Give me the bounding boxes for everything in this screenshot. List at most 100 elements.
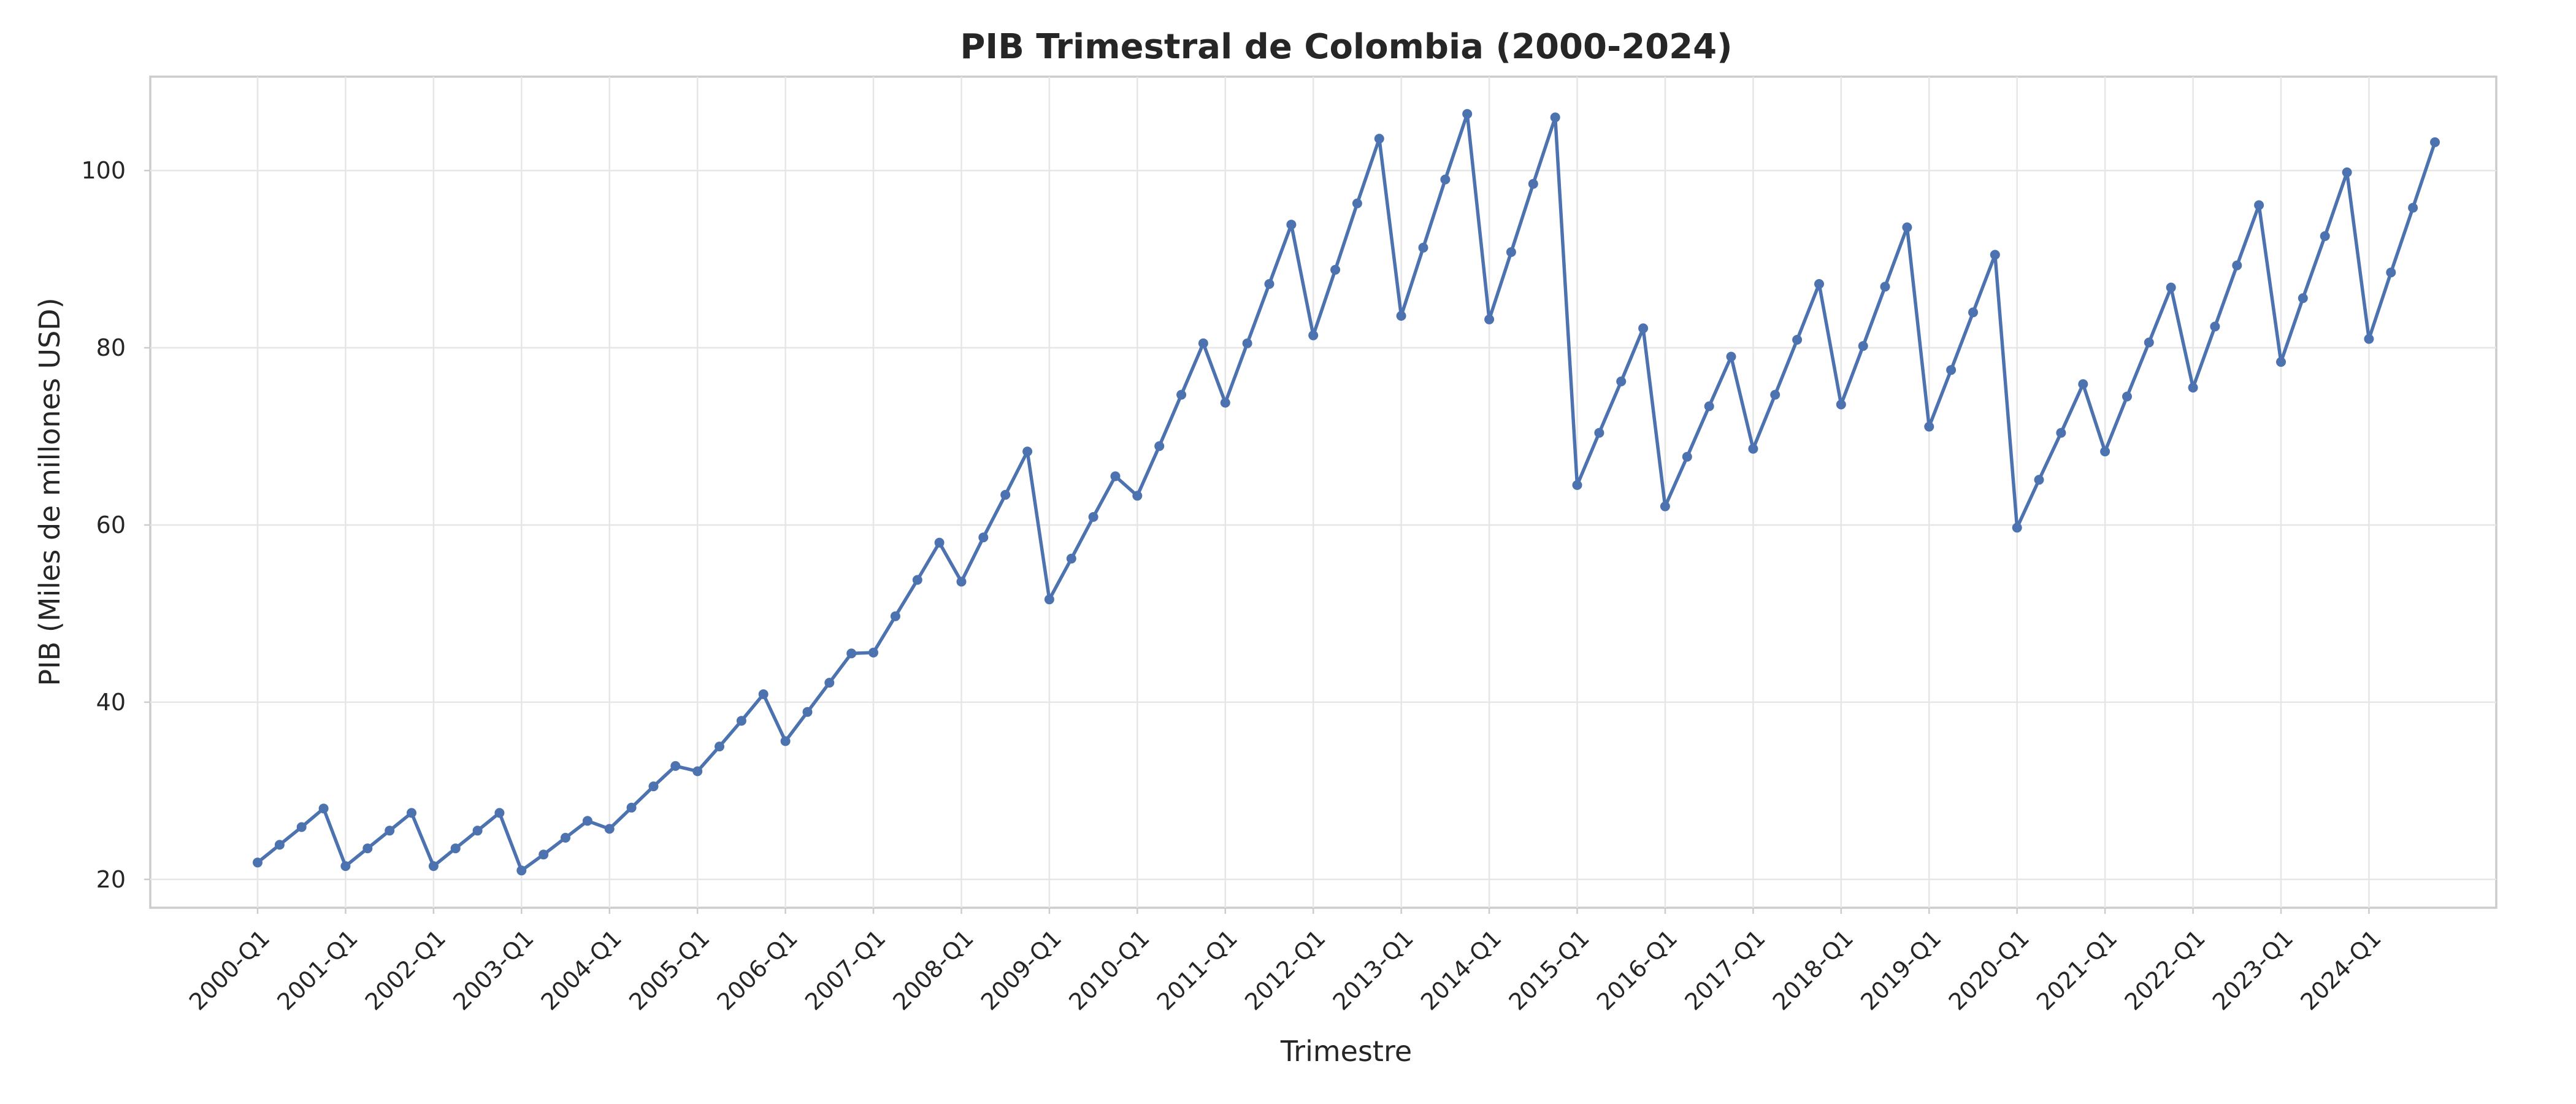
x-gridlines bbox=[256, 77, 2370, 908]
series-line bbox=[256, 112, 2437, 873]
data-point bbox=[1792, 335, 1803, 345]
x-tick-label: 2004-Q1 bbox=[536, 924, 627, 1015]
data-point bbox=[1110, 471, 1121, 481]
data-point bbox=[2408, 202, 2418, 213]
y-axis-label: PIB (Miles de millones USD) bbox=[33, 297, 66, 686]
data-point bbox=[978, 532, 989, 543]
data-point bbox=[2232, 260, 2242, 270]
data-point bbox=[1088, 512, 1098, 522]
x-tick-label: 2015-Q1 bbox=[1503, 924, 1594, 1015]
data-point bbox=[2188, 383, 2198, 393]
data-point bbox=[1946, 365, 1957, 375]
data-point bbox=[2320, 231, 2330, 241]
x-tick-label: 2022-Q1 bbox=[2119, 924, 2210, 1015]
data-point bbox=[296, 822, 307, 832]
data-point bbox=[2210, 321, 2220, 332]
data-point bbox=[2012, 523, 2022, 533]
data-point bbox=[1704, 401, 1714, 412]
data-point bbox=[604, 824, 615, 834]
x-tick-label: 2017-Q1 bbox=[1679, 924, 1770, 1015]
data-point bbox=[934, 537, 945, 548]
data-point bbox=[1440, 174, 1451, 185]
data-point bbox=[1902, 222, 1912, 232]
y-tick-label: 80 bbox=[96, 334, 126, 361]
data-point bbox=[2122, 391, 2132, 402]
data-point bbox=[1880, 282, 1890, 292]
series-layer bbox=[253, 109, 2440, 876]
data-point bbox=[1968, 307, 1978, 318]
data-point bbox=[582, 816, 592, 826]
data-point bbox=[1242, 338, 1252, 348]
data-point bbox=[1154, 441, 1165, 451]
data-point bbox=[2254, 200, 2264, 210]
data-point bbox=[1660, 501, 1670, 512]
data-point bbox=[407, 808, 416, 818]
x-tick-label: 2024-Q1 bbox=[2295, 924, 2386, 1015]
data-point bbox=[2078, 379, 2088, 389]
data-point bbox=[362, 843, 373, 854]
data-point bbox=[626, 802, 637, 813]
x-tick-label: 2014-Q1 bbox=[1416, 924, 1506, 1015]
x-tick-label: 2009-Q1 bbox=[976, 924, 1067, 1015]
data-point bbox=[340, 861, 351, 872]
data-point bbox=[1308, 330, 1319, 340]
x-tick-label: 2007-Q1 bbox=[800, 924, 891, 1015]
data-point bbox=[1814, 279, 1824, 289]
data-point bbox=[2034, 475, 2044, 485]
data-point bbox=[2298, 293, 2308, 304]
data-point bbox=[2386, 267, 2396, 278]
data-point bbox=[1044, 594, 1054, 605]
data-point bbox=[758, 689, 769, 699]
x-tick-label: 2023-Q1 bbox=[2207, 924, 2298, 1015]
data-point bbox=[1550, 112, 1560, 123]
data-point bbox=[385, 826, 395, 836]
data-point bbox=[1726, 351, 1736, 362]
data-point bbox=[648, 781, 659, 792]
data-point bbox=[1330, 264, 1341, 275]
x-tick-label: 2016-Q1 bbox=[1592, 924, 1682, 1015]
data-point bbox=[2166, 282, 2176, 293]
data-point bbox=[670, 761, 681, 771]
data-point bbox=[846, 648, 857, 659]
x-tick-label: 2018-Q1 bbox=[1768, 924, 1858, 1015]
data-point bbox=[868, 648, 878, 657]
data-point bbox=[736, 716, 746, 726]
data-point bbox=[1990, 250, 2000, 260]
data-point bbox=[1528, 178, 1538, 189]
data-point bbox=[1066, 553, 1076, 564]
data-point bbox=[1638, 323, 1649, 334]
data-point bbox=[1770, 389, 1781, 400]
data-point bbox=[1858, 341, 1868, 351]
y-tick-label: 60 bbox=[96, 512, 126, 539]
y-tick-label: 20 bbox=[96, 866, 126, 893]
data-point bbox=[1594, 427, 1604, 438]
data-point bbox=[1616, 376, 1627, 386]
data-point bbox=[1418, 242, 1428, 253]
data-point bbox=[1022, 447, 1033, 457]
data-point bbox=[428, 861, 439, 872]
x-tick-label: 2021-Q1 bbox=[2031, 924, 2122, 1015]
data-point bbox=[692, 766, 703, 776]
y-tick-label: 100 bbox=[81, 157, 126, 184]
data-point bbox=[1484, 314, 1495, 324]
x-tick-label: 2013-Q1 bbox=[1328, 924, 1419, 1015]
data-point bbox=[1396, 311, 1406, 321]
data-point bbox=[2144, 337, 2154, 348]
data-point bbox=[1506, 247, 1516, 257]
x-tick-label: 2010-Q1 bbox=[1064, 924, 1154, 1015]
data-point bbox=[1572, 480, 1582, 490]
data-point bbox=[2100, 447, 2110, 457]
x-tick-label: 2005-Q1 bbox=[624, 924, 715, 1015]
data-point bbox=[1198, 338, 1208, 348]
data-point bbox=[1286, 220, 1297, 230]
data-point bbox=[1176, 389, 1187, 400]
x-tick-label: 2020-Q1 bbox=[1944, 924, 2034, 1015]
plot-area bbox=[149, 75, 2497, 909]
data-point bbox=[1132, 491, 1143, 501]
data-point bbox=[1924, 421, 1934, 432]
data-point bbox=[2364, 334, 2374, 344]
x-axis-ticks: 2000-Q12001-Q12002-Q12003-Q12004-Q12005-… bbox=[184, 908, 2386, 1016]
data-point bbox=[1220, 397, 1230, 408]
data-point bbox=[1000, 489, 1011, 500]
